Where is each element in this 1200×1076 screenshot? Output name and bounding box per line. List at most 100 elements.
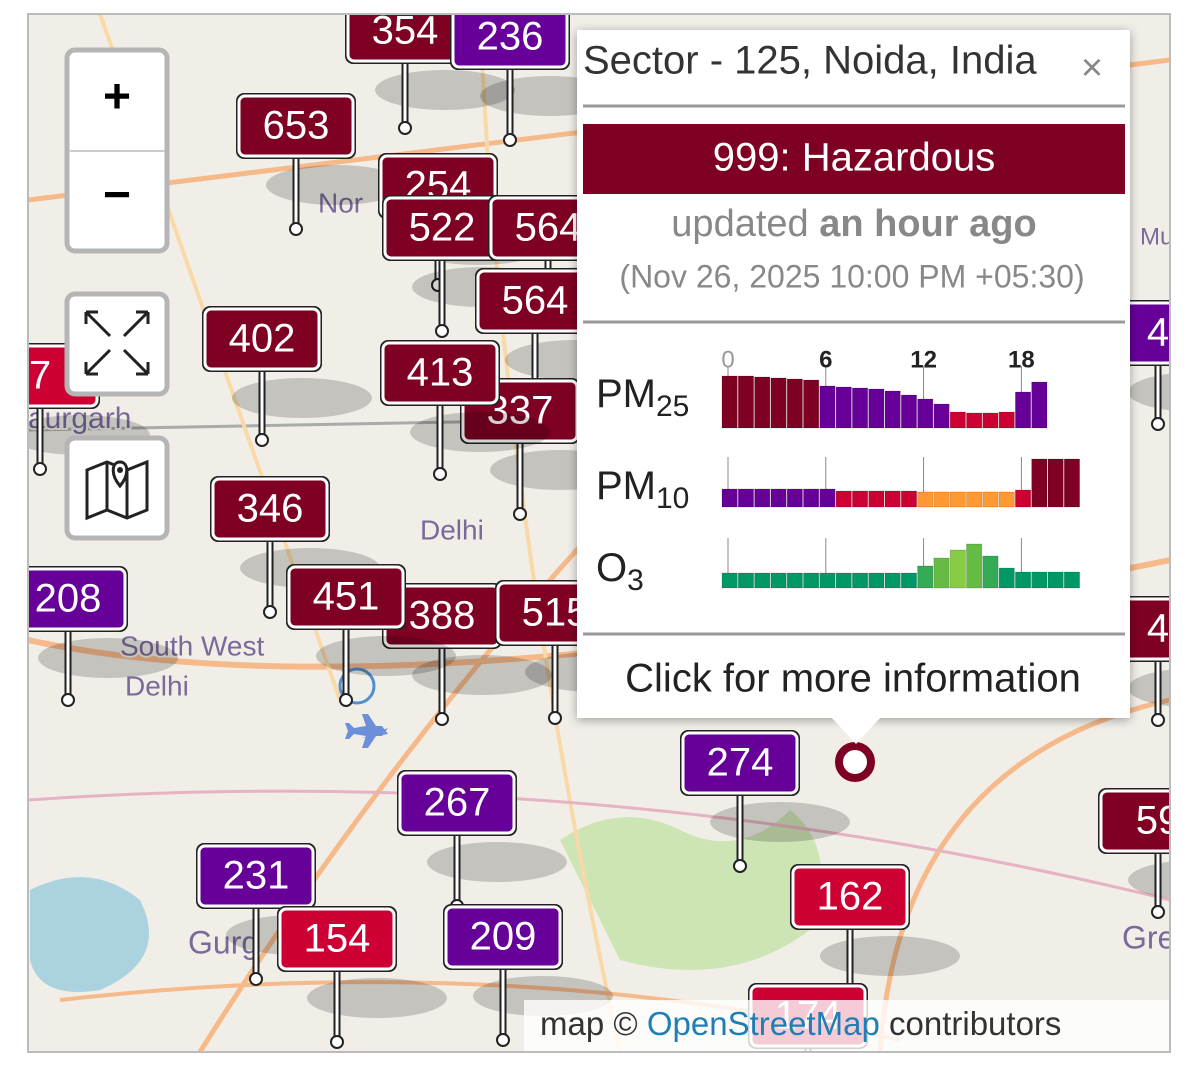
pollutant-sub: 3 [627,564,644,597]
attribution-prefix: map © [540,1005,638,1042]
marker-label: 354 [372,9,439,53]
zoom-out[interactable]: − [103,169,131,222]
aqi-marker[interactable]: 162 [790,864,960,1007]
pollutant-bar [933,557,950,589]
place-label: Delhi [125,670,189,701]
pollutant-bar [754,488,771,508]
pollutant-name: PM [596,464,656,508]
aqi-marker[interactable]: 413 [380,340,550,481]
updated: updated an hour ago [671,203,1036,245]
pollutant-bar [966,491,983,508]
pollutant-bar [900,490,917,508]
more-info[interactable]: Click for more information [625,657,1081,701]
marker-box [451,14,569,69]
pollutant-bar [1015,391,1032,429]
pollutant-bar [1031,381,1048,429]
aqi-marker[interactable]: 653 [236,93,406,236]
pollutant-bar [900,394,917,429]
pollutant-bar [835,386,852,429]
pollutant-label: PM10 [596,464,689,515]
pollutant-bar [998,411,1015,429]
pollutant-bar [949,491,966,508]
marker-pin-head [330,1035,344,1049]
marker-pin-head [733,859,747,873]
pollutant-name: O [596,546,627,590]
aqi-marker[interactable]: 451 [286,564,456,707]
selected-station[interactable] [835,742,875,782]
marker-label: 7 [29,354,51,398]
marker-box [278,907,396,971]
marker-shadow [38,638,178,678]
aqi-banner-text: 999: Hazardous [713,136,995,180]
place-label: Delhi [420,514,484,545]
pollutant-bar [1047,458,1064,508]
pollutant-bar [786,488,803,508]
aqi-marker[interactable]: 208 [8,566,178,707]
pollutant-bar [754,572,771,589]
hour-tick-label: 12 [910,346,937,373]
pollutant-bar [852,572,869,589]
aqi-marker[interactable]: 354 [345,0,515,135]
popup-close[interactable]: × [1081,47,1103,89]
marker-label: 564 [515,206,582,250]
marker-box [287,565,405,629]
place-label: South West [120,630,264,661]
pollutant-bar [852,490,869,508]
pollutant-bar [933,403,950,429]
marker-label: 388 [409,594,476,638]
attribution-bg [524,1000,1170,1052]
marker-label: 267 [424,781,491,825]
pollutant-bar [754,376,771,429]
updated-when: an hour ago [819,203,1036,245]
pollutant-bar [998,567,1015,589]
marker-box [237,94,355,158]
marker-pin-head [33,462,47,476]
marker-pin-head [548,711,562,725]
aqi-marker[interactable]: 564 [475,268,645,411]
marker-label: 413 [407,351,474,395]
marker-label: 653 [263,104,330,148]
pollutant-sub: 10 [656,482,689,515]
aqi-marker[interactable]: 59 [1098,788,1200,919]
pollutant-bar [982,555,999,589]
zoom-in[interactable]: + [103,71,131,124]
marker-pin-head [1151,905,1165,919]
aqi-marker[interactable]: 388 [382,583,552,726]
popup-title: Sector - 125, Noida, India [583,39,1037,83]
attribution-link[interactable]: OpenStreetMap [647,1005,880,1042]
pollutant-bar [1015,571,1032,589]
marker-box [197,844,315,908]
marker-shadow [410,412,550,452]
marker-label: 522 [409,206,476,250]
aqi-marker[interactable]: 402 [202,306,372,447]
marker-pin-head [1151,417,1165,431]
pollutant-bar [982,412,999,429]
pollutant-bar [786,378,803,429]
pollutant-bar [900,572,917,589]
pollutant-bar [917,491,934,508]
pollutant-bar [819,385,836,429]
place-label: Gre [1122,919,1175,955]
aqi-banner [583,124,1125,194]
pollutant-bar [917,398,934,429]
aqi-marker[interactable]: 154 [277,906,447,1049]
marker-box [444,905,562,969]
attribution-suffix: contributors [889,1005,1061,1042]
pollutant-bar [770,377,787,429]
marker-box [28,567,127,631]
marker-shadow [710,802,850,842]
pollutant-bar [803,379,820,429]
aqi-marker[interactable]: 267 [397,770,567,913]
popup[interactable]: Sector - 125, Noida, India × 999: Hazard… [577,30,1130,744]
pollutant-bar [721,375,738,429]
marker-pin-head [513,507,527,521]
marker-shadow [427,842,567,882]
fullscreen-button[interactable] [64,291,170,397]
marker-shadow [316,636,456,676]
layers-button[interactable] [64,435,170,541]
place-label: Gurg [188,924,259,960]
pollutant-bar [1015,489,1032,508]
aqi-marker[interactable]: 274 [680,730,850,873]
